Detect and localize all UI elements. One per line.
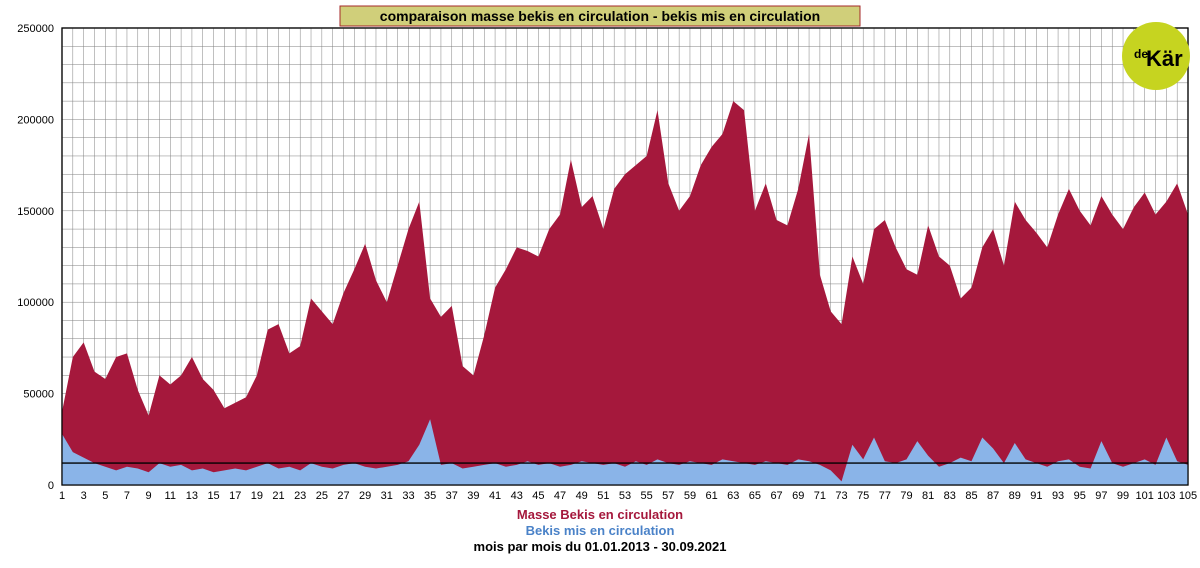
x-tick-label: 29 [359, 490, 371, 502]
chart-title: comparaison masse bekis en circulation -… [380, 8, 820, 24]
x-tick-label: 7 [124, 490, 130, 502]
logo-text-main: Kär [1146, 46, 1183, 71]
x-tick-label: 95 [1074, 490, 1086, 502]
x-tick-label: 89 [1009, 490, 1021, 502]
x-tick-label: 97 [1095, 490, 1107, 502]
x-tick-label: 49 [576, 490, 588, 502]
x-tick-label: 77 [879, 490, 891, 502]
x-tick-label: 5 [102, 490, 108, 502]
legend-item-label: Bekis mis en circulation [526, 523, 675, 538]
chart-svg: 0500001000001500002000002500001357911131… [0, 0, 1200, 568]
x-tick-label: 99 [1117, 490, 1129, 502]
x-tick-label: 35 [424, 490, 436, 502]
x-tick-label: 37 [446, 490, 458, 502]
x-tick-label: 63 [727, 490, 739, 502]
x-tick-label: 103 [1157, 490, 1175, 502]
x-tick-label: 15 [207, 490, 219, 502]
x-tick-label: 83 [944, 490, 956, 502]
x-tick-label: 41 [489, 490, 501, 502]
x-tick-label: 3 [81, 490, 87, 502]
x-tick-label: 1 [59, 490, 65, 502]
x-tick-label: 57 [662, 490, 674, 502]
x-tick-label: 85 [965, 490, 977, 502]
y-tick-label: 100000 [17, 297, 54, 309]
x-tick-label: 93 [1052, 490, 1064, 502]
y-tick-label: 200000 [17, 114, 54, 126]
x-tick-label: 53 [619, 490, 631, 502]
x-tick-label: 101 [1136, 490, 1154, 502]
x-tick-label: 9 [146, 490, 152, 502]
chart-root: 0500001000001500002000002500001357911131… [0, 0, 1200, 568]
x-tick-label: 51 [597, 490, 609, 502]
x-tick-label: 45 [532, 490, 544, 502]
x-tick-label: 33 [402, 490, 414, 502]
x-tick-label: 23 [294, 490, 306, 502]
x-tick-label: 55 [641, 490, 653, 502]
x-tick-label: 47 [554, 490, 566, 502]
x-tick-label: 65 [749, 490, 761, 502]
x-tick-label: 25 [316, 490, 328, 502]
x-tick-label: 73 [835, 490, 847, 502]
x-tick-label: 79 [900, 490, 912, 502]
x-tick-label: 61 [705, 490, 717, 502]
x-tick-label: 13 [186, 490, 198, 502]
x-tick-label: 31 [381, 490, 393, 502]
x-tick-label: 81 [922, 490, 934, 502]
x-tick-label: 11 [165, 490, 176, 502]
x-tick-label: 39 [467, 490, 479, 502]
x-tick-label: 71 [814, 490, 826, 502]
x-tick-label: 21 [272, 490, 284, 502]
x-tick-label: 67 [770, 490, 782, 502]
x-tick-label: 87 [987, 490, 999, 502]
x-tick-label: 105 [1179, 490, 1197, 502]
x-tick-label: 69 [792, 490, 804, 502]
y-tick-label: 50000 [23, 389, 54, 401]
x-tick-label: 17 [229, 490, 241, 502]
x-tick-label: 75 [857, 490, 869, 502]
y-tick-label: 150000 [17, 206, 54, 218]
legend-item-label: Masse Bekis en circulation [517, 507, 683, 522]
x-tick-label: 59 [684, 490, 696, 502]
y-tick-label: 0 [48, 480, 54, 492]
x-tick-label: 27 [337, 490, 349, 502]
legend-caption: mois par mois du 01.01.2013 - 30.09.2021 [474, 539, 727, 554]
x-tick-label: 43 [511, 490, 523, 502]
x-tick-label: 91 [1030, 490, 1042, 502]
y-tick-label: 250000 [17, 23, 54, 35]
x-tick-label: 19 [251, 490, 263, 502]
